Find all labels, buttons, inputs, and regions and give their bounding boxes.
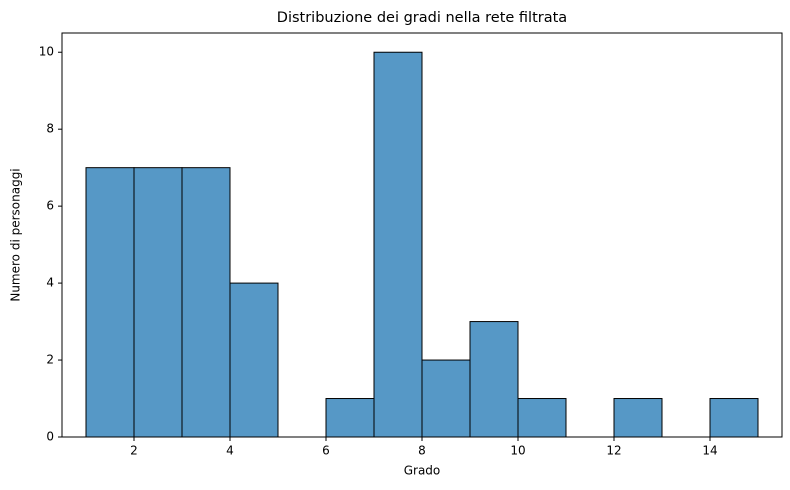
x-tick-label: 6: [322, 444, 330, 458]
chart-title: Distribuzione dei gradi nella rete filtr…: [277, 10, 567, 26]
y-axis-label: Numero di personaggi: [9, 168, 23, 301]
bar: [469, 321, 519, 438]
x-tick-label: 2: [130, 444, 138, 458]
bar: [181, 167, 231, 438]
y-tick-label: 8: [46, 122, 54, 136]
x-axis-label: Grado: [404, 464, 441, 478]
bar: [517, 398, 567, 438]
x-tick-label: 12: [606, 444, 621, 458]
x-tick-label: 8: [418, 444, 426, 458]
x-tick-label: 4: [226, 444, 234, 458]
bar: [133, 167, 183, 438]
bar: [421, 359, 471, 438]
bar: [373, 51, 423, 438]
bar: [325, 398, 375, 438]
y-tick-label: 2: [46, 353, 54, 367]
bar: [85, 167, 135, 438]
plot-frame: [61, 32, 783, 438]
y-tick-label: 4: [46, 276, 54, 290]
bar: [229, 282, 279, 438]
bar: [613, 398, 663, 438]
y-tick-label: 6: [46, 199, 54, 213]
bar: [709, 398, 759, 438]
y-tick-label: 0: [46, 430, 54, 444]
y-tick-label: 10: [39, 45, 54, 59]
x-tick-label: 14: [702, 444, 717, 458]
x-tick-label: 10: [510, 444, 525, 458]
